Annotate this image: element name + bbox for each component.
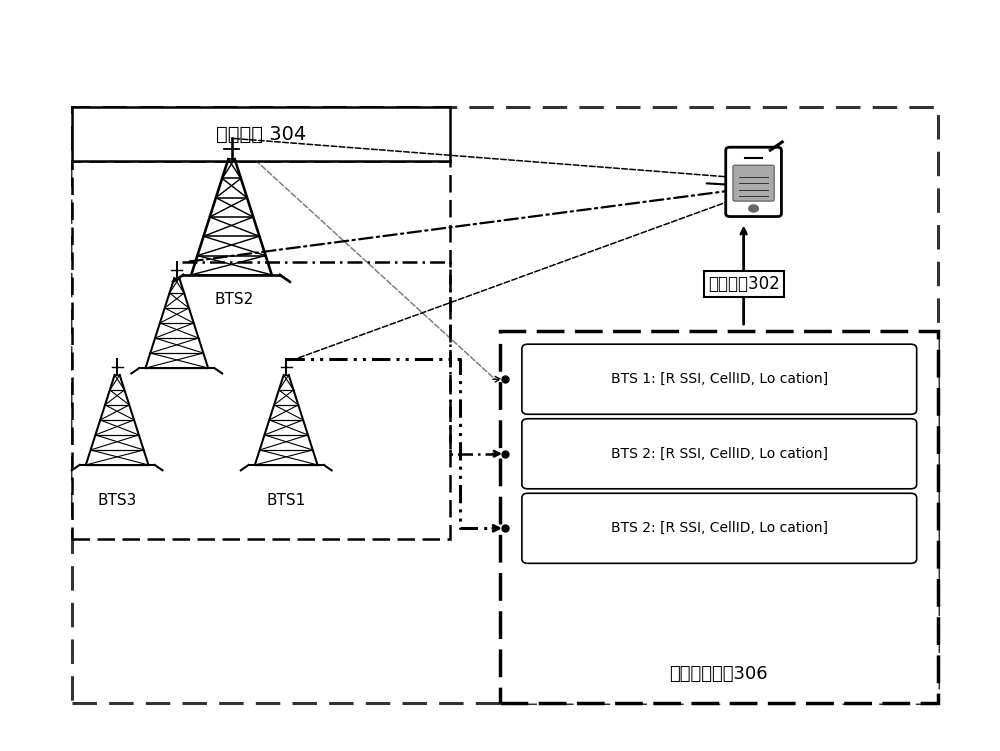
Bar <box>72 107 450 161</box>
Circle shape <box>749 205 758 212</box>
FancyBboxPatch shape <box>726 147 781 216</box>
Text: 目标基站信息306: 目标基站信息306 <box>669 665 768 683</box>
FancyBboxPatch shape <box>733 165 774 201</box>
Bar <box>500 330 938 704</box>
Text: BTS 1: [R SSI, CellID, Lo cation]: BTS 1: [R SSI, CellID, Lo cation] <box>611 372 828 386</box>
Text: BTS 2: [R SSI, CellID, Lo cation]: BTS 2: [R SSI, CellID, Lo cation] <box>611 521 828 535</box>
Bar <box>72 161 450 539</box>
FancyBboxPatch shape <box>522 419 917 489</box>
Text: BTS 2: [R SSI, CellID, Lo cation]: BTS 2: [R SSI, CellID, Lo cation] <box>611 447 828 461</box>
FancyBboxPatch shape <box>522 493 917 563</box>
Text: 目标基站 304: 目标基站 304 <box>216 125 306 143</box>
FancyBboxPatch shape <box>522 344 917 415</box>
Text: 目标终端302: 目标终端302 <box>708 275 780 293</box>
Text: BTS2: BTS2 <box>215 292 254 307</box>
Text: BTS1: BTS1 <box>267 493 306 508</box>
Bar <box>72 107 938 704</box>
Text: BTS3: BTS3 <box>97 493 137 508</box>
